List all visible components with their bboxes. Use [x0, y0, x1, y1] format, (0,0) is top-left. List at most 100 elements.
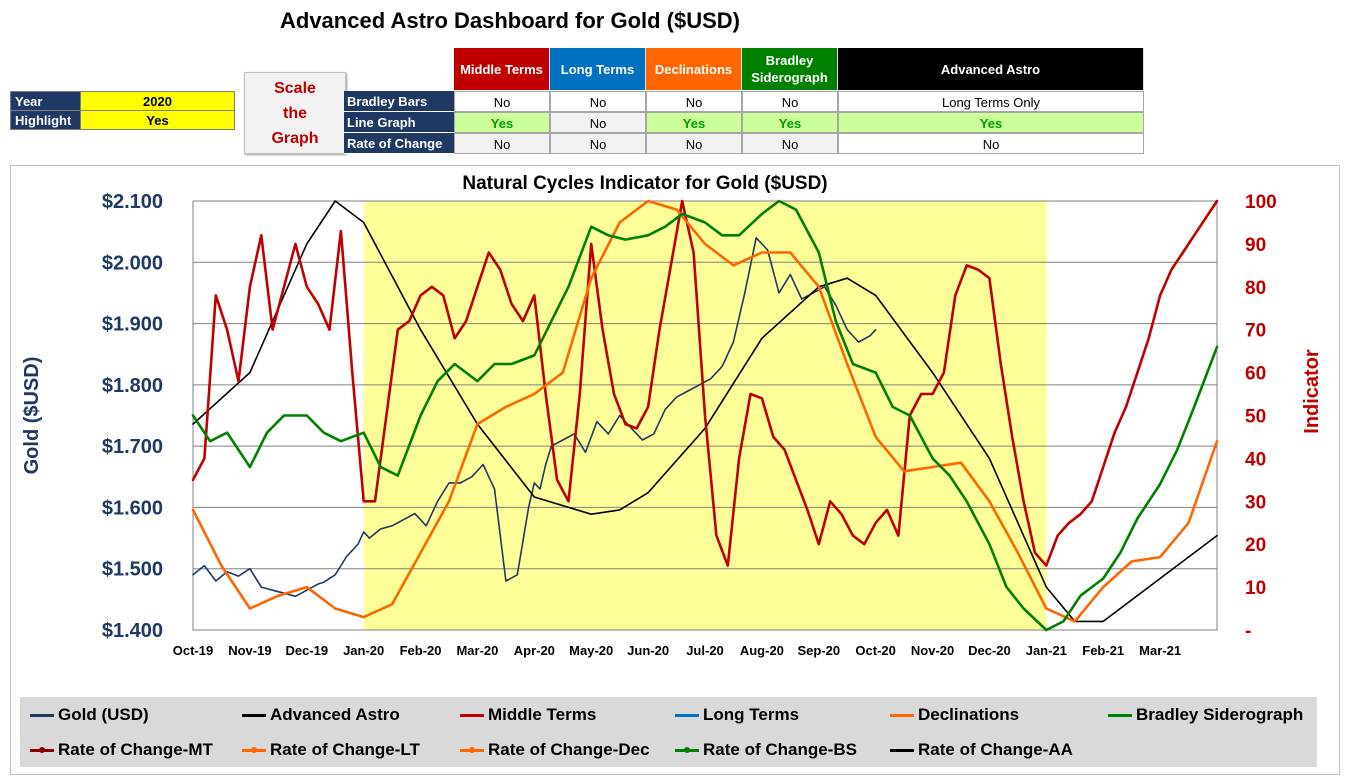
legend-swatch: [242, 746, 266, 753]
toggle-cell[interactable]: No: [454, 133, 550, 154]
legend-swatch: [30, 713, 54, 717]
legend-item: Rate of Change-AA: [890, 740, 1073, 760]
right-tick-label: 20: [1245, 535, 1266, 556]
legend-item: Bradley Siderograph: [1108, 705, 1303, 725]
column-header-middle-terms: Middle Terms: [454, 48, 550, 90]
x-tick-label: Jul-20: [686, 643, 724, 658]
left-tick-label: $1.900: [102, 314, 163, 336]
left-tick-label: $1.400: [102, 620, 163, 642]
toggle-cell[interactable]: No: [454, 91, 550, 112]
left-tick-label: $1.800: [102, 375, 163, 397]
legend-label: Bradley Siderograph: [1136, 705, 1304, 724]
column-header-bradley-siderograph: Bradley Siderograph: [742, 48, 838, 90]
legend-swatch: [1108, 713, 1132, 717]
x-tick-label: Oct-20: [855, 643, 895, 658]
toggle-cell[interactable]: No: [550, 133, 646, 154]
legend-swatch: [675, 713, 699, 717]
legend-label: Gold (USD): [58, 705, 149, 724]
right-tick-label: 80: [1245, 278, 1266, 299]
row-label-rate-of-change: Rate of Change: [344, 133, 454, 154]
right-tick-label: 60: [1245, 364, 1266, 385]
toggle-cell[interactable]: Yes: [646, 112, 742, 133]
legend-swatch: [890, 748, 914, 752]
toggle-cell[interactable]: Long Terms Only: [838, 91, 1144, 112]
x-tick-label: Jan-20: [343, 643, 384, 658]
row-label-line-graph: Line Graph: [344, 112, 454, 133]
series-line-middle-terms: [191, 199, 1219, 567]
x-tick-label: Feb-20: [400, 643, 442, 658]
highlight-input[interactable]: Yes: [80, 110, 235, 130]
legend-swatch: [460, 713, 484, 717]
x-tick-label: Jan-21: [1026, 643, 1067, 658]
legend-label: Rate of Change-BS: [703, 740, 857, 759]
x-tick-label: Oct-19: [173, 643, 213, 658]
x-tick-label: Sep-20: [797, 643, 840, 658]
year-input[interactable]: 2020: [80, 91, 235, 111]
series-line-bradley-siderograph: [191, 199, 1219, 632]
toggle-cell[interactable]: No: [742, 133, 838, 154]
right-tick-label: 50: [1245, 407, 1266, 428]
right-tick-label: 30: [1245, 492, 1266, 513]
scale-graph-button[interactable]: Scale the Graph: [244, 72, 346, 154]
legend-label: Rate of Change-Dec: [488, 740, 650, 759]
column-header-declinations: Declinations: [646, 48, 742, 90]
toggle-cell[interactable]: No: [742, 91, 838, 112]
toggle-cell[interactable]: No: [550, 91, 646, 112]
page-title: Advanced Astro Dashboard for Gold ($USD): [280, 8, 741, 33]
legend-item: Rate of Change-MT: [30, 740, 213, 760]
series-line-declinations: [191, 199, 1219, 623]
legend-item: Long Terms: [675, 705, 799, 725]
legend-label: Long Terms: [703, 705, 800, 724]
toggle-cell[interactable]: No: [550, 112, 646, 133]
left-tick-label: $2.000: [102, 252, 163, 274]
x-tick-label: May-20: [569, 643, 613, 658]
legend-swatch: [460, 746, 484, 753]
legend-item: Rate of Change-BS: [675, 740, 857, 760]
x-tick-label: Apr-20: [514, 643, 555, 658]
legend-label: Middle Terms: [488, 705, 597, 724]
legend-item: Gold (USD): [30, 705, 149, 725]
legend-label: Rate of Change-AA: [918, 740, 1073, 759]
left-tick-label: $2.100: [102, 191, 163, 213]
x-tick-label: Mar-21: [1139, 643, 1181, 658]
settings-table: Year 2020 Highlight Yes: [10, 91, 235, 130]
toggle-cell[interactable]: Yes: [454, 112, 550, 133]
left-tick-label: $1.600: [102, 497, 163, 519]
right-tick-label: 40: [1245, 449, 1266, 470]
row-label-bradley-bars: Bradley Bars: [344, 91, 454, 112]
right-tick-label: 10: [1245, 578, 1266, 599]
x-tick-label: Nov-19: [228, 643, 271, 658]
scale-button-line2: the: [283, 104, 307, 122]
toggle-cell[interactable]: Yes: [742, 112, 838, 133]
right-tick-label: 90: [1245, 235, 1266, 256]
highlight-label: Highlight: [10, 110, 81, 130]
legend-swatch: [890, 713, 914, 717]
toggle-cell[interactable]: No: [646, 91, 742, 112]
column-header-advanced-astro: Advanced Astro: [838, 48, 1144, 90]
legend-swatch: [675, 746, 699, 753]
scale-button-line1: Scale: [274, 79, 316, 97]
series-line-gold-usd: [192, 237, 877, 598]
left-tick-label: $1.700: [102, 436, 163, 458]
right-tick-label: 70: [1245, 321, 1266, 342]
column-header-long-terms: Long Terms: [550, 48, 646, 90]
legend-item: Middle Terms: [460, 705, 596, 725]
legend-swatch: [30, 746, 54, 753]
right-tick-label: 100: [1245, 192, 1277, 213]
toggle-cell[interactable]: Yes: [838, 112, 1144, 133]
toggle-cell[interactable]: No: [646, 133, 742, 154]
legend-label: Advanced Astro: [270, 705, 400, 724]
chart-title: Natural Cycles Indicator for Gold ($USD): [462, 173, 827, 194]
x-tick-label: Nov-20: [911, 643, 954, 658]
legend-label: Rate of Change-MT: [58, 740, 213, 759]
right-tick-label: -: [1245, 621, 1251, 642]
left-tick-label: $1.500: [102, 559, 163, 581]
x-tick-label: Dec-20: [968, 643, 1011, 658]
x-tick-label: Feb-21: [1082, 643, 1124, 658]
natural-cycles-chart: Natural Cycles Indicator for Gold ($USD)…: [21, 173, 1323, 658]
chart-legend: Gold (USD) Advanced Astro Middle Terms Long…: [20, 697, 1317, 767]
legend-label: Declinations: [918, 705, 1020, 724]
toggle-cell[interactable]: No: [838, 133, 1144, 154]
x-tick-label: Aug-20: [740, 643, 784, 658]
x-tick-label: Jun-20: [627, 643, 669, 658]
